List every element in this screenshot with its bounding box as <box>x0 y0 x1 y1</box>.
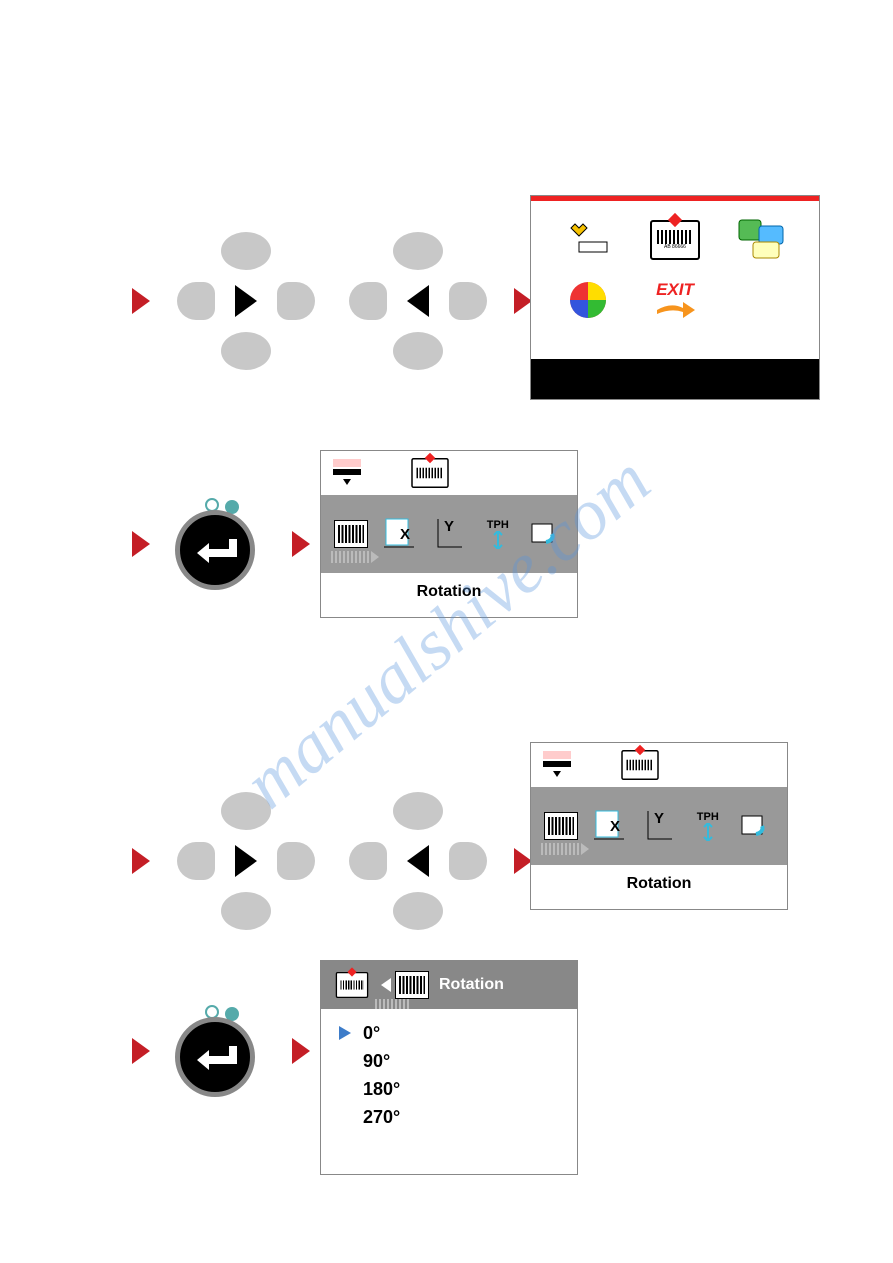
screen-label: Rotation <box>531 865 787 893</box>
y-offset-icon[interactable]: Y <box>639 808 679 844</box>
dpad-left[interactable] <box>347 230 489 372</box>
rotation-option-icon[interactable] <box>541 808 581 844</box>
svg-text:X: X <box>400 526 410 543</box>
svg-text:Y: Y <box>654 810 664 827</box>
step-arrow-icon <box>132 848 150 874</box>
barcode-tab-icon[interactable] <box>621 750 659 780</box>
rotation-option-icon[interactable] <box>331 516 371 552</box>
barcode-menu-icon[interactable]: AB 86666 <box>645 215 705 265</box>
step-arrow-icon <box>132 288 150 314</box>
barcode-tab-icon[interactable] <box>411 458 449 488</box>
dpad-right-arrow-icon <box>235 845 257 877</box>
piechart-icon[interactable] <box>558 275 618 325</box>
step-arrow-icon <box>292 531 310 557</box>
enter-button[interactable] <box>175 498 267 590</box>
rotation-options-screen: Rotation 0° 90° 180° 270° <box>320 960 578 1175</box>
screen-label: Rotation <box>321 573 577 601</box>
enter-arrow-icon <box>193 535 237 565</box>
dpad-right[interactable] <box>175 790 317 932</box>
step-arrow-icon <box>132 1038 150 1064</box>
barcode-header-icon <box>336 972 369 998</box>
loop-icon[interactable] <box>527 516 567 552</box>
svg-text:Y: Y <box>444 518 454 535</box>
menu-screen: AB 86666 EXIT <box>530 195 820 400</box>
rotation-submenu-screen-2: X Y TPH Rotation <box>530 742 788 910</box>
rotation-option-270[interactable]: 270° <box>339 1103 577 1131</box>
exit-button[interactable]: EXIT <box>645 275 705 325</box>
svg-text:X: X <box>610 818 620 835</box>
x-offset-icon[interactable]: X <box>590 808 630 844</box>
enter-arrow-icon <box>193 1042 237 1072</box>
tph-icon[interactable]: TPH <box>478 516 518 552</box>
step-arrow-icon <box>132 531 150 557</box>
devices-icon[interactable] <box>732 215 792 265</box>
rotation-option-90[interactable]: 90° <box>339 1047 577 1075</box>
dpad-left-arrow-icon <box>407 845 429 877</box>
step-arrow-icon <box>292 1038 310 1064</box>
wrench-icon[interactable] <box>558 215 618 265</box>
dpad-right-arrow-icon <box>235 285 257 317</box>
x-offset-icon[interactable]: X <box>380 516 420 552</box>
rotation-submenu-screen: X Y TPH Rotation <box>320 450 578 618</box>
layout-tab-icon[interactable] <box>329 455 365 491</box>
dpad-left-arrow-icon <box>407 285 429 317</box>
rotation-option-0[interactable]: 0° <box>339 1019 577 1047</box>
header-title: Rotation <box>439 976 504 994</box>
rotation-header-icon <box>395 971 429 999</box>
enter-button[interactable] <box>175 1005 267 1097</box>
layout-tab-icon[interactable] <box>539 747 575 783</box>
y-offset-icon[interactable]: Y <box>429 516 469 552</box>
back-arrow-icon[interactable] <box>381 978 391 992</box>
dpad-left[interactable] <box>347 790 489 932</box>
loop-icon[interactable] <box>737 808 777 844</box>
dpad-right[interactable] <box>175 230 317 372</box>
tph-icon[interactable]: TPH <box>688 808 728 844</box>
rotation-option-180[interactable]: 180° <box>339 1075 577 1103</box>
selection-arrow-icon <box>339 1026 351 1040</box>
